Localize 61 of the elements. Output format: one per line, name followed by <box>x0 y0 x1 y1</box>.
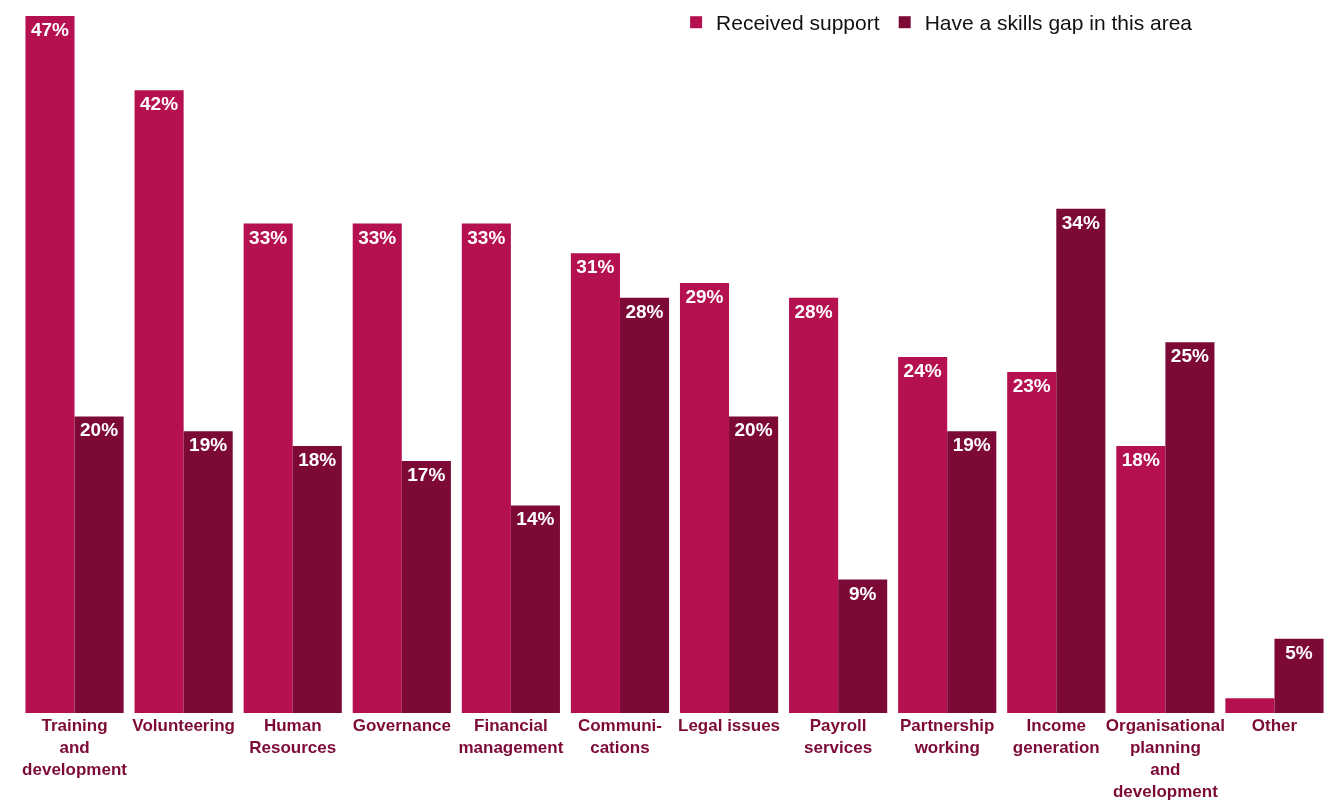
x-tick-label: Organisational planning and development <box>1105 716 1225 802</box>
bar <box>352 223 402 713</box>
bar <box>1116 446 1166 713</box>
bar <box>461 223 511 713</box>
bar <box>947 431 997 713</box>
bar <box>510 505 560 713</box>
data-label: 31% <box>576 256 615 278</box>
bar <box>243 223 293 713</box>
data-label: 5% <box>1285 641 1313 663</box>
bar <box>74 416 124 713</box>
bar <box>838 579 888 713</box>
data-label: 9% <box>848 582 877 604</box>
x-tick-label: Volunteering <box>132 716 235 735</box>
bar <box>729 416 779 713</box>
bar <box>789 297 839 713</box>
data-label: 20% <box>80 419 119 441</box>
data-label: 20% <box>734 419 773 441</box>
x-tick-label: Communi- cations <box>577 716 662 758</box>
x-tick-label: Income generation <box>1012 716 1100 758</box>
bar <box>1165 342 1215 713</box>
data-label: 47% <box>30 19 70 40</box>
data-label: 24% <box>903 360 942 382</box>
bar <box>401 460 451 713</box>
data-label: 19% <box>952 434 991 456</box>
x-tick-label: Governance <box>352 716 451 735</box>
bar <box>1007 371 1057 713</box>
x-tick-label: Legal issues <box>678 716 781 735</box>
bar <box>898 357 948 713</box>
legend-label: Received support <box>716 11 880 35</box>
bar <box>134 90 184 713</box>
data-label: 23% <box>1012 374 1051 396</box>
data-label: 17% <box>407 463 446 485</box>
x-tick-label: Other <box>1251 716 1298 735</box>
data-label: 25% <box>1170 345 1209 367</box>
data-label: 34% <box>1061 211 1100 233</box>
data-label: 14% <box>516 508 555 530</box>
bar <box>1056 208 1106 713</box>
data-label: 33% <box>358 226 397 248</box>
data-label: 28% <box>794 300 833 322</box>
x-tick-label: Financial management <box>458 716 564 758</box>
data-label: 18% <box>298 449 337 471</box>
data-label: 28% <box>625 300 664 322</box>
data-label: 19% <box>189 434 228 456</box>
bar <box>1225 698 1275 713</box>
data-label: 18% <box>1121 449 1160 471</box>
bar <box>619 297 670 713</box>
x-tick-label: Human Resources <box>249 716 337 758</box>
data-label: 42% <box>140 93 179 115</box>
bar <box>679 282 730 713</box>
bar <box>570 253 620 713</box>
bar <box>25 16 75 713</box>
bar <box>292 446 342 713</box>
x-tick-label: Training and development <box>22 716 128 780</box>
bar <box>1274 638 1324 713</box>
x-tick-label: Partnership working <box>899 716 995 758</box>
legend-label: Have a skills gap in this area <box>924 11 1193 35</box>
data-label: 33% <box>467 226 506 248</box>
bar <box>183 431 233 713</box>
data-label: 29% <box>685 285 724 307</box>
x-tick-label: Payroll services <box>804 716 873 758</box>
data-label: 33% <box>249 226 288 248</box>
